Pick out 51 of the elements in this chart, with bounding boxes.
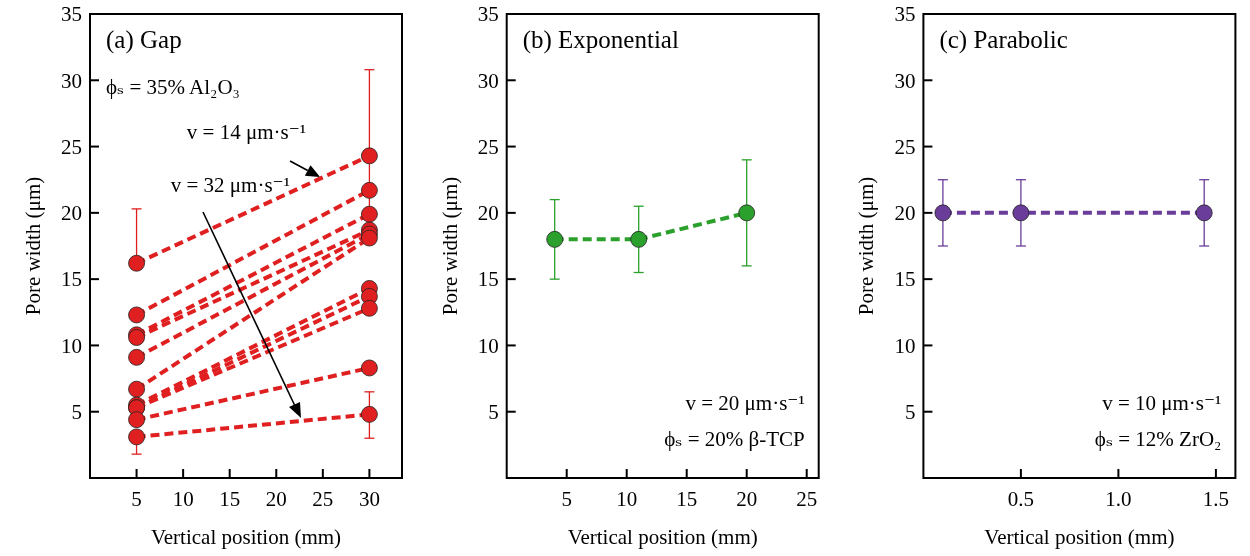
y-tick-label: 30 bbox=[894, 68, 916, 93]
annotation: v = 20 μm·s⁻¹ bbox=[685, 391, 805, 415]
x-axis-title: Vertical position (mm) bbox=[984, 525, 1175, 549]
x-tick-label: 25 bbox=[312, 487, 334, 511]
y-tick-label: 30 bbox=[61, 68, 82, 93]
y-tick-label: 20 bbox=[477, 201, 499, 226]
x-tick-label: 15 bbox=[676, 487, 698, 511]
y-tick-label: 15 bbox=[477, 267, 499, 292]
x-tick-label: 20 bbox=[265, 487, 287, 511]
annotation: ϕₛ = 35% Al₂O₃ bbox=[106, 75, 240, 99]
y-tick-label: 10 bbox=[477, 333, 499, 358]
text: (c) Parabolic bbox=[939, 26, 1068, 54]
y-axis-title: Pore width (μm) bbox=[21, 176, 45, 316]
y-tick-label: 35 bbox=[477, 2, 499, 27]
x-tick-label: 1.0 bbox=[1105, 487, 1132, 511]
y-tick-label: 20 bbox=[894, 201, 916, 226]
annotation: v = 10 μm·s⁻¹ bbox=[1102, 391, 1222, 415]
x-tick-label: 30 bbox=[358, 487, 380, 511]
y-tick-label: 10 bbox=[894, 333, 916, 358]
text: (b) Exponential bbox=[522, 26, 679, 54]
annotation: v = 14 μm·s⁻¹ bbox=[186, 120, 307, 145]
x-tick-label: 25 bbox=[796, 487, 818, 511]
annotation: ϕₛ = 20% β-TCP bbox=[664, 427, 805, 451]
y-tick-label: 10 bbox=[61, 333, 82, 358]
y-tick-label: 5 bbox=[488, 400, 499, 425]
text: (a) Gap bbox=[106, 26, 182, 54]
x-tick-label: 20 bbox=[736, 487, 758, 511]
x-axis-title: Vertical position (mm) bbox=[150, 525, 342, 549]
x-axis-title: Vertical position (mm) bbox=[567, 525, 758, 549]
x-tick-label: 10 bbox=[172, 487, 194, 511]
annotation: v = 32 μm·s⁻¹ bbox=[170, 173, 290, 197]
annotation: ϕₛ = 12% ZrO₂ bbox=[1094, 427, 1222, 451]
y-axis-title: Pore width (μm) bbox=[437, 176, 462, 316]
y-tick-label: 25 bbox=[61, 134, 82, 159]
y-tick-label: 20 bbox=[61, 201, 82, 226]
x-tick-label: 10 bbox=[616, 487, 638, 511]
x-tick-label: 1.5 bbox=[1202, 487, 1230, 511]
y-tick-label: 5 bbox=[71, 400, 82, 425]
x-tick-label: 0.5 bbox=[1007, 487, 1035, 511]
y-tick-label: 5 bbox=[904, 400, 916, 425]
y-tick-label: 15 bbox=[894, 267, 916, 292]
y-tick-label: 35 bbox=[61, 2, 82, 27]
x-tick-label: 5 bbox=[131, 487, 142, 511]
x-tick-label: 5 bbox=[561, 487, 572, 511]
y-tick-label: 15 bbox=[61, 267, 82, 292]
x-tick-label: 15 bbox=[219, 487, 241, 511]
y-axis-title: Pore width (μm) bbox=[854, 176, 879, 316]
y-tick-label: 25 bbox=[477, 134, 499, 159]
y-tick-label: 35 bbox=[894, 2, 916, 27]
y-tick-label: 25 bbox=[894, 134, 916, 159]
y-tick-label: 30 bbox=[477, 68, 499, 93]
